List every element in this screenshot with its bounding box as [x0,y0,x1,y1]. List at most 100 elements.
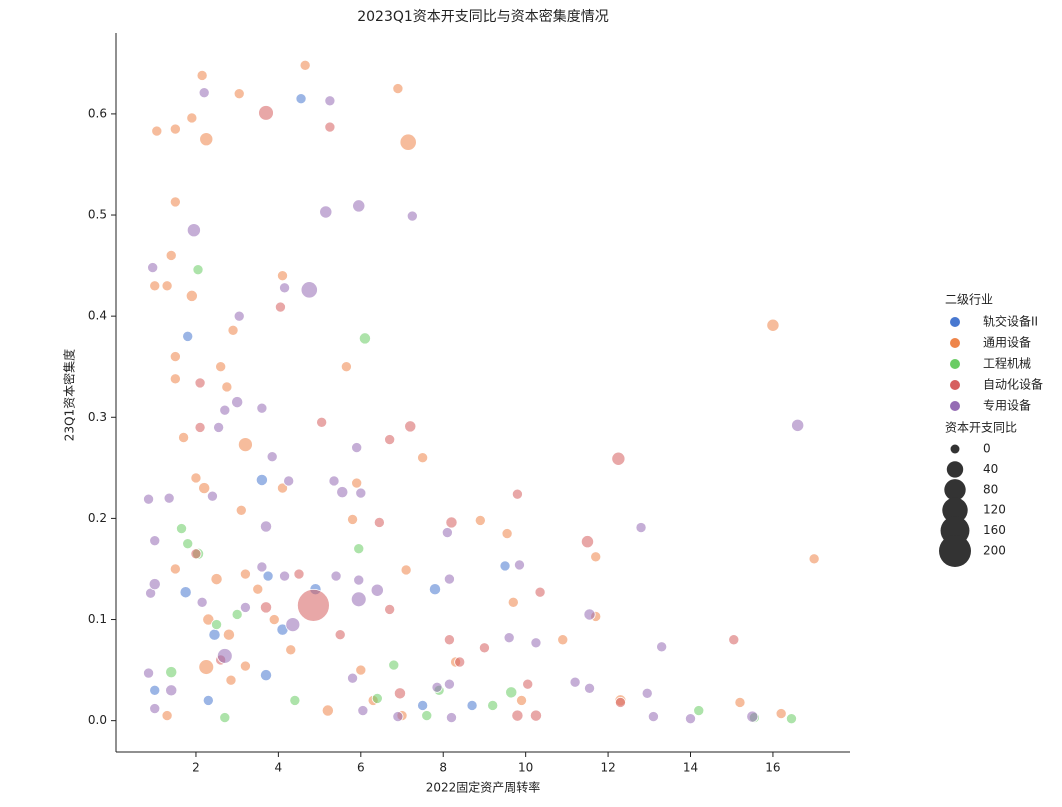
point [373,516,385,528]
point [274,301,286,313]
point [255,473,268,487]
point [441,527,453,539]
point [693,705,705,717]
point [256,561,268,573]
point [445,712,457,724]
legend-label: 自动化设备 [983,378,1043,392]
legend-marker [950,317,960,327]
point [277,482,288,494]
point [371,692,383,704]
y-tick-label: 0.4 [88,309,107,323]
point [746,710,759,723]
point [507,596,519,608]
point [219,404,231,416]
point [233,88,245,100]
point [210,573,223,586]
y-tick-label: 0.2 [88,511,107,525]
point [289,694,301,706]
point [163,492,175,504]
point [143,493,155,505]
point [213,421,225,433]
legend-marker [950,380,960,390]
point [169,373,181,385]
point [149,535,161,547]
point [149,280,161,292]
point [277,270,288,282]
size-legend-marker [950,444,960,454]
size-legend-title: 资本开支同比 [945,421,1017,435]
size-legend-label: 200 [983,544,1006,558]
point [685,713,696,725]
point [351,477,363,489]
point [194,377,206,389]
point [293,568,305,580]
point [186,112,198,124]
x-tick-label: 16 [765,761,780,775]
point [237,437,253,453]
point [225,674,237,686]
size-legend-marker [942,497,968,523]
point [192,264,204,276]
point [584,682,596,694]
point [766,318,780,332]
point [355,664,367,676]
point [285,617,301,633]
point [529,709,542,722]
point [330,570,342,582]
point [388,659,400,671]
point [202,694,214,706]
point [421,710,433,722]
point [239,568,251,580]
point [445,516,458,529]
point [728,634,740,646]
point [149,703,161,715]
point [198,87,210,99]
point [169,563,181,575]
point [324,95,336,107]
x-tick-label: 10 [518,761,533,775]
point [198,659,215,675]
point [501,528,513,540]
point [392,83,404,95]
size-legend-marker [944,479,966,501]
point [583,608,596,621]
point [147,262,159,274]
point [534,586,546,598]
size-legend-marker [946,461,964,478]
point [656,641,668,653]
point [466,699,478,711]
point [161,710,173,722]
legend-label: 专用设备 [983,398,1031,413]
point [143,667,155,679]
y-tick-label: 0.3 [88,410,107,424]
point [505,686,518,699]
point [256,402,268,414]
point [808,553,820,565]
point [357,705,369,717]
point [266,451,278,463]
point [355,487,367,499]
point [775,708,787,720]
point [196,69,208,81]
point [169,351,181,363]
point [513,559,525,571]
point [614,696,626,708]
x-tick-label: 2 [192,761,200,775]
point [384,603,396,615]
point [353,543,365,555]
point [474,514,486,526]
point [233,310,245,322]
point [262,570,274,582]
point [316,416,328,428]
point [404,420,417,433]
point [186,223,201,238]
point [196,596,208,608]
point [569,676,581,688]
point [231,608,243,620]
point [443,678,455,690]
point [641,687,653,699]
size-legend-label: 40 [983,462,998,476]
point [165,249,177,261]
point [340,361,352,373]
point [190,548,202,560]
